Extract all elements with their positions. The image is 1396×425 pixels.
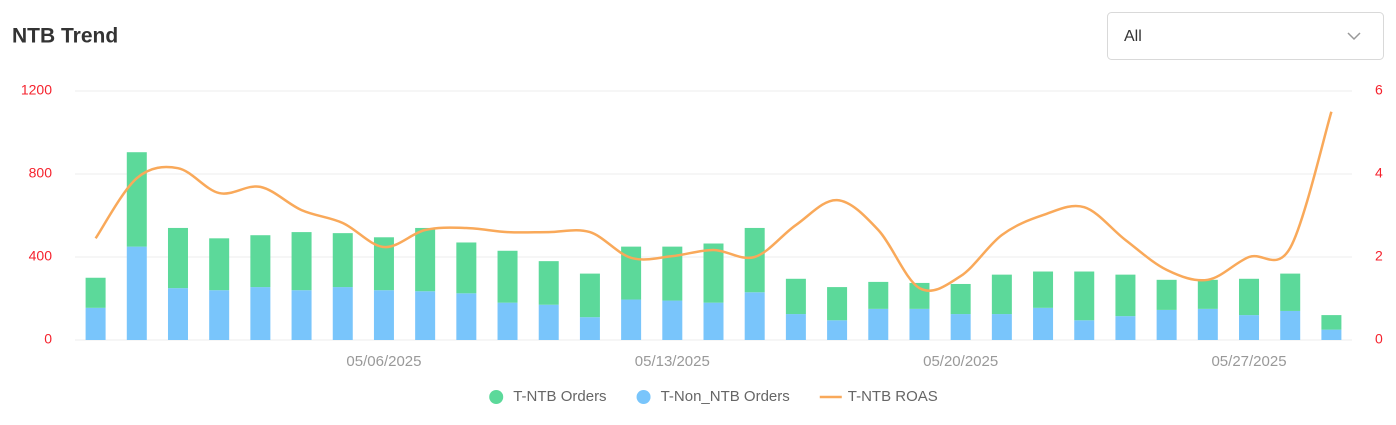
bar-segment bbox=[332, 233, 353, 288]
bar-segment bbox=[744, 227, 765, 293]
legend-label: T-NTB Orders bbox=[513, 388, 606, 405]
bar-segment bbox=[744, 292, 765, 340]
dropdown-chevron bbox=[1347, 32, 1361, 41]
bar-segment bbox=[1115, 316, 1136, 340]
x-tick-label: 05/06/2025 bbox=[346, 353, 421, 370]
bar-segment bbox=[1156, 309, 1177, 340]
bar-segment bbox=[662, 300, 683, 340]
x-tick-label: 05/13/2025 bbox=[635, 353, 710, 370]
bar-segment bbox=[1321, 329, 1342, 340]
bar-segment bbox=[1197, 308, 1218, 340]
bar-segment bbox=[250, 287, 271, 340]
bar-segment bbox=[1074, 320, 1095, 340]
bar-segment bbox=[579, 273, 600, 318]
bar-segment bbox=[1239, 278, 1260, 316]
bar-segment bbox=[167, 288, 188, 340]
y-tick-label: 1200 bbox=[21, 82, 52, 98]
legend-item: T-Non_NTB Orders bbox=[636, 388, 790, 405]
bar-segment bbox=[579, 317, 600, 340]
bar-segment bbox=[991, 314, 1012, 340]
bar-segment bbox=[415, 227, 436, 292]
line bbox=[94, 111, 1333, 292]
bar-segment bbox=[827, 287, 848, 321]
bar-segment bbox=[868, 281, 889, 309]
bar-segment bbox=[1115, 274, 1136, 317]
bar-segment bbox=[1197, 279, 1218, 309]
bar-segment bbox=[662, 246, 683, 301]
legend-item: T-NTB Orders bbox=[489, 388, 607, 405]
y-tick-label: 400 bbox=[29, 248, 53, 264]
bar-segment bbox=[1239, 315, 1260, 340]
bar-segment bbox=[827, 320, 848, 340]
bar-segment bbox=[950, 283, 971, 315]
bar-segment bbox=[1156, 279, 1177, 310]
bar-segment bbox=[538, 261, 559, 305]
bar-segment bbox=[497, 250, 518, 303]
bar-segment bbox=[1033, 271, 1054, 308]
bar-segment bbox=[1321, 315, 1342, 330]
bar-segment bbox=[538, 304, 559, 340]
bar-segment bbox=[1280, 310, 1301, 340]
bar-segment bbox=[373, 290, 394, 340]
legend-item: T-NTB ROAS bbox=[819, 388, 938, 405]
legend-swatch bbox=[636, 390, 651, 404]
bar-segment bbox=[785, 314, 806, 340]
bar-segment bbox=[250, 235, 271, 288]
bar-segment bbox=[456, 242, 477, 294]
dropdown-value: All bbox=[1124, 28, 1142, 45]
bar-segment bbox=[126, 246, 147, 340]
x-tick-label: 05/20/2025 bbox=[923, 353, 998, 370]
x-tick-label: 05/27/2025 bbox=[1211, 353, 1286, 370]
filter-dropdown[interactable]: All bbox=[1107, 12, 1384, 60]
y2-tick-label: 0 bbox=[1375, 331, 1383, 347]
y2-tick-label: 2 bbox=[1375, 248, 1383, 264]
bar-segment bbox=[1280, 273, 1301, 311]
bar-segment bbox=[868, 308, 889, 340]
bar-segment bbox=[1074, 271, 1095, 321]
bar-segment bbox=[703, 302, 724, 340]
legend-label: T-NTB ROAS bbox=[848, 388, 938, 405]
bar-segment bbox=[991, 274, 1012, 315]
bar-segment bbox=[291, 290, 312, 340]
bar-segment bbox=[332, 287, 353, 340]
bar-segment bbox=[621, 299, 642, 340]
legend-swatch bbox=[489, 390, 504, 404]
bar-segment bbox=[209, 238, 230, 291]
bar-segment bbox=[497, 302, 518, 340]
y2-tick-label: 4 bbox=[1375, 165, 1383, 181]
bar-segment bbox=[291, 232, 312, 291]
legend: T-NTB Orders T-Non_NTB Orders T-NTB ROAS bbox=[489, 388, 938, 405]
legend-label: T-Non_NTB Orders bbox=[661, 388, 790, 405]
bar-segment bbox=[85, 277, 106, 308]
chart-title: NTB Trend bbox=[12, 25, 118, 48]
bar-segment bbox=[167, 227, 188, 289]
bar-segment bbox=[373, 237, 394, 291]
y-tick-label: 800 bbox=[29, 165, 53, 181]
y2-tick-label: 6 bbox=[1375, 82, 1383, 98]
bar-segment bbox=[456, 293, 477, 340]
bar-segment bbox=[785, 278, 806, 315]
bar-segment bbox=[126, 152, 147, 247]
bar-segment bbox=[950, 314, 971, 340]
bar-segment bbox=[85, 307, 106, 340]
bar-segment bbox=[909, 308, 930, 340]
bar-segment bbox=[209, 290, 230, 340]
dropdown-box[interactable] bbox=[1107, 12, 1384, 60]
bar-segment bbox=[415, 291, 436, 340]
bar-segment bbox=[703, 243, 724, 303]
y-tick-label: 0 bbox=[44, 331, 52, 347]
bar-segment bbox=[1033, 307, 1054, 340]
